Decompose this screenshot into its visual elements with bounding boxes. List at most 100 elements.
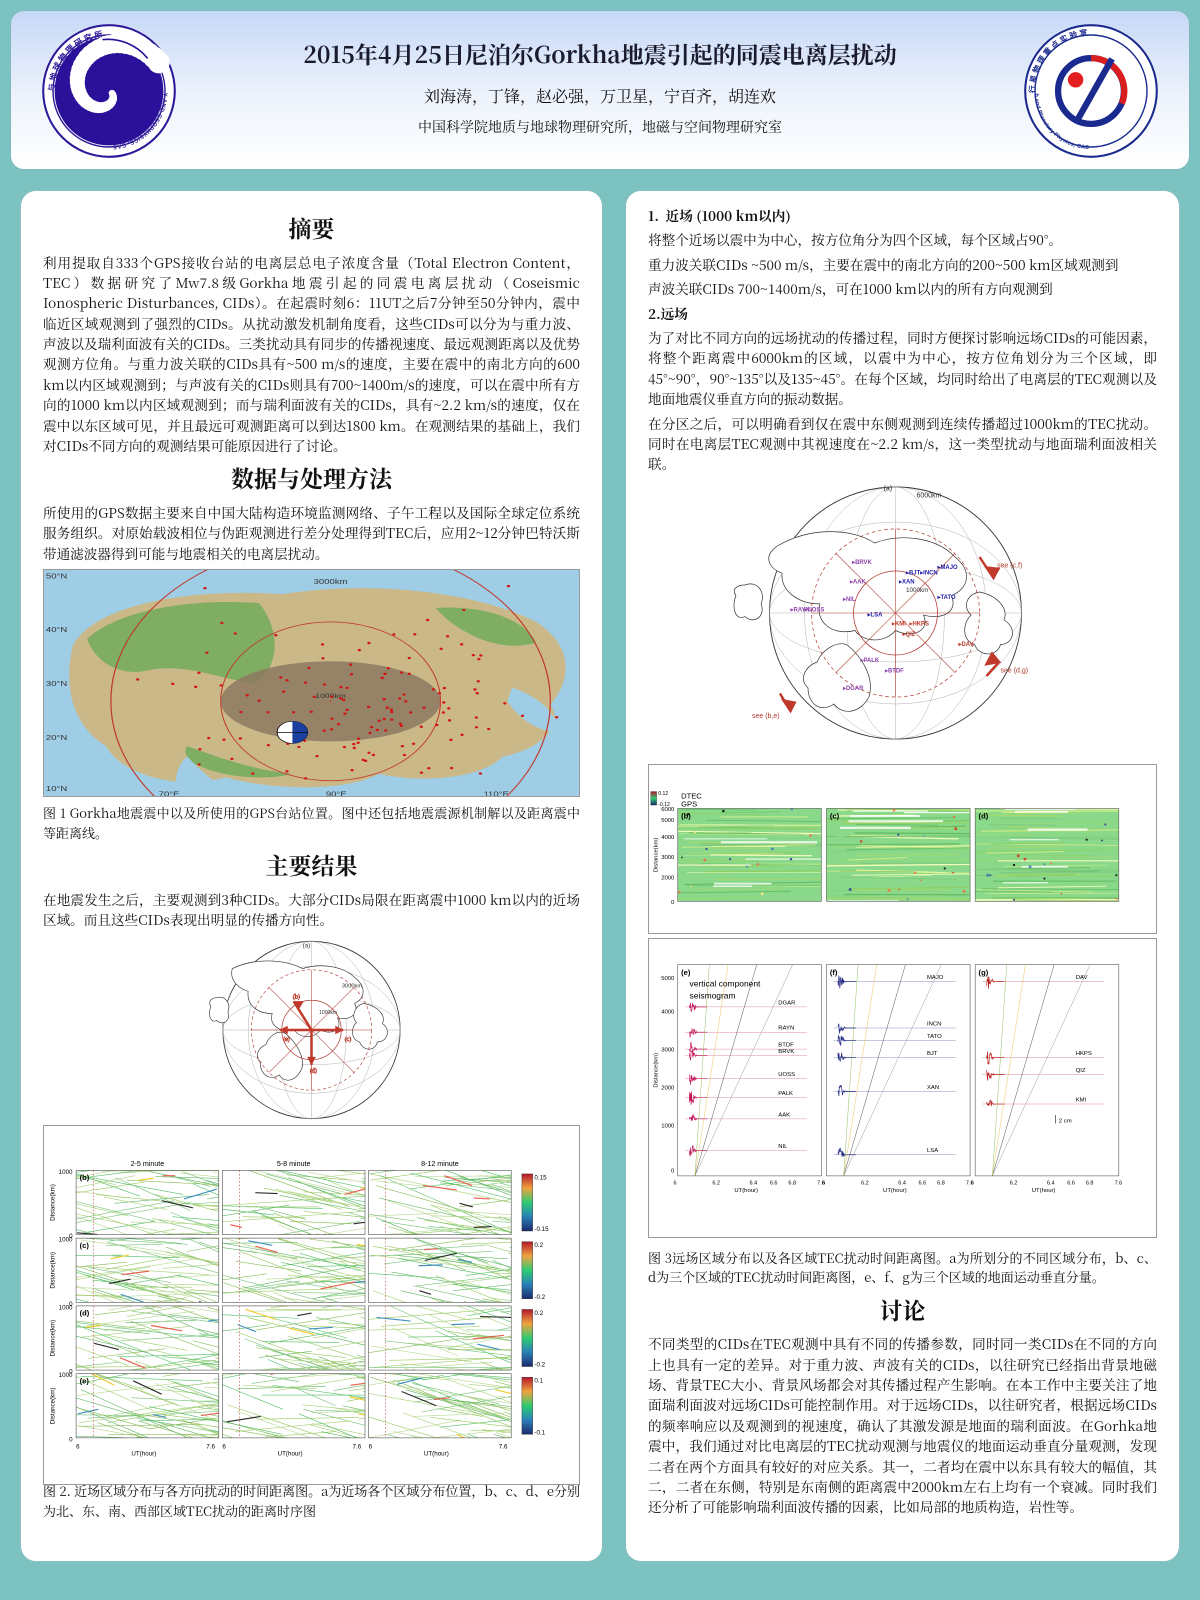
svg-text:KMI: KMI bbox=[1076, 1097, 1087, 1103]
svg-text:(e): (e) bbox=[80, 1377, 90, 1386]
svg-text:1000km: 1000km bbox=[319, 1011, 337, 1017]
svg-text:1000: 1000 bbox=[661, 1123, 675, 1129]
svg-text:(e): (e) bbox=[681, 967, 691, 976]
svg-text:6: 6 bbox=[674, 1180, 677, 1186]
svg-text:Distance(km): Distance(km) bbox=[50, 1388, 57, 1425]
svg-text:▸TATO: ▸TATO bbox=[937, 595, 957, 601]
svg-text:0: 0 bbox=[671, 1168, 675, 1174]
svg-text:UOSS: UOSS bbox=[778, 1072, 795, 1078]
svg-text:▸BJT▸INCN: ▸BJT▸INCN bbox=[905, 570, 938, 576]
svg-text:(a): (a) bbox=[303, 943, 311, 950]
svg-text:110°E: 110°E bbox=[483, 790, 509, 797]
svg-text:(c): (c) bbox=[830, 811, 840, 820]
svg-text:Distance(km): Distance(km) bbox=[50, 1252, 57, 1289]
svg-text:7.6: 7.6 bbox=[353, 1444, 362, 1451]
svg-text:6: 6 bbox=[971, 1180, 974, 1186]
svg-text:-0.2: -0.2 bbox=[534, 1294, 545, 1301]
svg-text:BRVK: BRVK bbox=[778, 1049, 794, 1055]
svg-text:seismogram: seismogram bbox=[690, 990, 736, 1000]
svg-text:Distance(km): Distance(km) bbox=[653, 837, 659, 872]
svg-text:-0.2: -0.2 bbox=[534, 1362, 545, 1369]
svg-text:6.2: 6.2 bbox=[712, 1180, 720, 1186]
svg-text:4000: 4000 bbox=[661, 835, 675, 841]
svg-text:Distance(km): Distance(km) bbox=[50, 1184, 57, 1221]
svg-text:UT(hour): UT(hour) bbox=[1032, 1188, 1056, 1194]
svg-text:2 cm: 2 cm bbox=[1059, 1118, 1072, 1124]
svg-text:AAK: AAK bbox=[778, 1112, 790, 1118]
svg-text:▸XAN: ▸XAN bbox=[898, 579, 915, 585]
svg-text:(c): (c) bbox=[344, 1034, 351, 1043]
svg-text:6: 6 bbox=[369, 1444, 373, 1451]
svg-text:3000: 3000 bbox=[661, 1047, 675, 1053]
svg-text:DGAR: DGAR bbox=[778, 1000, 795, 1006]
svg-text:▸MAJO: ▸MAJO bbox=[937, 565, 959, 571]
svg-text:NIL: NIL bbox=[778, 1144, 788, 1150]
svg-text:0.2: 0.2 bbox=[534, 1242, 543, 1249]
svg-text:40°N: 40°N bbox=[46, 626, 67, 634]
svg-text:6.6: 6.6 bbox=[770, 1180, 778, 1186]
svg-text:▸BRVK: ▸BRVK bbox=[851, 560, 872, 566]
svg-text:BJT: BJT bbox=[927, 1051, 938, 1057]
svg-text:vertical component: vertical component bbox=[690, 978, 761, 988]
svg-text:UT(hour): UT(hour) bbox=[278, 1451, 303, 1458]
svg-text:0.15: 0.15 bbox=[534, 1175, 547, 1182]
svg-text:(d): (d) bbox=[979, 811, 989, 820]
svg-text:50°N: 50°N bbox=[46, 572, 67, 580]
svg-text:see (b,e): see (b,e) bbox=[752, 713, 780, 720]
svg-text:1000: 1000 bbox=[59, 1169, 73, 1176]
svg-text:HKPS: HKPS bbox=[1076, 1051, 1092, 1057]
svg-text:▸LSA: ▸LSA bbox=[867, 612, 884, 618]
svg-text:(b): (b) bbox=[80, 1174, 90, 1183]
svg-text:6.6: 6.6 bbox=[1067, 1180, 1075, 1186]
svg-text:1000: 1000 bbox=[59, 1305, 73, 1312]
svg-text:-0.15: -0.15 bbox=[534, 1226, 549, 1233]
svg-text:TATO: TATO bbox=[927, 1034, 942, 1040]
svg-text:6.4: 6.4 bbox=[898, 1180, 906, 1186]
svg-text:(e): (e) bbox=[283, 1034, 290, 1043]
svg-text:LSA: LSA bbox=[927, 1148, 938, 1154]
svg-text:1000: 1000 bbox=[59, 1373, 73, 1380]
svg-text:see (c,f): see (c,f) bbox=[997, 562, 1022, 569]
svg-text:10°N: 10°N bbox=[46, 785, 67, 793]
svg-text:Distance(km): Distance(km) bbox=[653, 1053, 659, 1088]
svg-text:UT(hour): UT(hour) bbox=[734, 1188, 758, 1194]
svg-text:see (d,g): see (d,g) bbox=[1001, 667, 1029, 674]
svg-text:6.8: 6.8 bbox=[937, 1180, 945, 1186]
svg-text:3000km: 3000km bbox=[314, 577, 348, 585]
svg-text:6.2: 6.2 bbox=[861, 1180, 869, 1186]
svg-text:8-12 minute: 8-12 minute bbox=[421, 1160, 459, 1168]
svg-text:▸UOSS: ▸UOSS bbox=[804, 607, 825, 613]
svg-text:6.4: 6.4 bbox=[1047, 1180, 1055, 1186]
svg-text:7.6: 7.6 bbox=[1115, 1180, 1123, 1186]
svg-text:▸HKPS: ▸HKPS bbox=[909, 621, 930, 627]
svg-text:3000km: 3000km bbox=[342, 984, 362, 990]
svg-text:6.2: 6.2 bbox=[1010, 1180, 1018, 1186]
svg-text:GPS: GPS bbox=[681, 799, 697, 808]
svg-text:1000km: 1000km bbox=[906, 587, 928, 594]
svg-text:UT(hour): UT(hour) bbox=[883, 1188, 907, 1194]
svg-text:(b): (b) bbox=[293, 992, 301, 1001]
svg-text:(f): (f) bbox=[830, 967, 838, 976]
svg-text:UT(hour): UT(hour) bbox=[131, 1451, 156, 1458]
svg-text:90°E: 90°E bbox=[326, 790, 347, 797]
svg-text:XAN: XAN bbox=[927, 1085, 939, 1091]
svg-text:INCN: INCN bbox=[927, 1021, 941, 1027]
svg-text:▸BTDF: ▸BTDF bbox=[884, 668, 904, 674]
svg-text:▸AAK: ▸AAK bbox=[849, 579, 867, 585]
svg-text:▸PALK: ▸PALK bbox=[860, 658, 880, 664]
svg-text:DAV: DAV bbox=[1076, 975, 1088, 981]
svg-text:▸DAV: ▸DAV bbox=[958, 642, 974, 648]
svg-text:5000: 5000 bbox=[661, 976, 675, 982]
svg-text:▸QIZ: ▸QIZ bbox=[902, 632, 916, 638]
svg-text:7.6: 7.6 bbox=[499, 1444, 508, 1451]
svg-text:(d): (d) bbox=[80, 1309, 90, 1318]
svg-text:0: 0 bbox=[671, 900, 675, 906]
svg-text:4000: 4000 bbox=[661, 1009, 675, 1015]
svg-text:Distance(km): Distance(km) bbox=[50, 1320, 57, 1357]
svg-text:-0.1: -0.1 bbox=[534, 1430, 545, 1437]
svg-text:UT(hour): UT(hour) bbox=[424, 1451, 449, 1458]
svg-text:(c): (c) bbox=[80, 1241, 90, 1250]
svg-text:6: 6 bbox=[76, 1444, 80, 1451]
svg-text:0.1: 0.1 bbox=[534, 1378, 543, 1385]
svg-text:(g): (g) bbox=[979, 967, 989, 976]
